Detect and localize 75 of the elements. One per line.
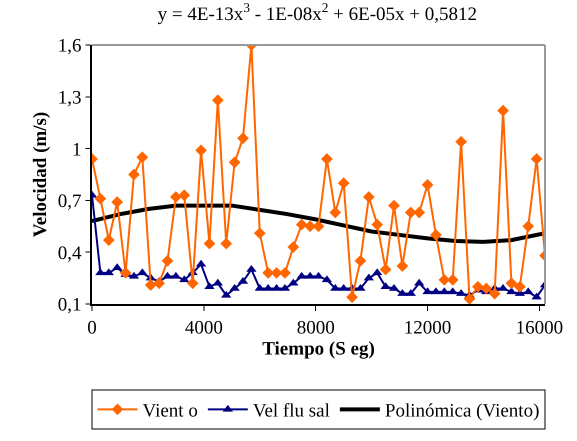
point xyxy=(464,292,476,304)
legend-label: Polinómica (Viento) xyxy=(384,400,540,422)
point xyxy=(413,206,426,218)
x-tick-label: 16000 xyxy=(516,318,564,339)
x-tick-label: 4000 xyxy=(184,318,223,339)
point xyxy=(422,179,434,191)
y-axis-title: Velocidad (m/s) xyxy=(30,112,52,238)
point xyxy=(380,264,392,276)
point xyxy=(346,291,358,303)
point xyxy=(321,153,333,165)
point xyxy=(354,254,366,267)
y-tick-label: 0,4 xyxy=(58,242,82,264)
point xyxy=(212,94,224,106)
point xyxy=(162,254,174,267)
point xyxy=(128,168,140,180)
point xyxy=(304,220,316,232)
legend-label: Vel flu sal xyxy=(252,400,330,422)
point xyxy=(287,241,300,253)
point xyxy=(338,177,350,189)
y-tick-label: 0,7 xyxy=(58,191,82,212)
chart-title: y = 4E-13x$^{3}$ - 1E-08x$^{2}$ + 6E-05x + 0,5812 xyxy=(158,0,478,25)
point xyxy=(312,220,324,232)
point xyxy=(296,272,307,279)
point xyxy=(455,136,467,148)
x-axis-title: Tiempo (S eg) xyxy=(262,338,375,360)
point xyxy=(270,267,282,279)
point xyxy=(497,104,509,116)
point xyxy=(438,274,450,286)
point xyxy=(530,153,542,165)
point xyxy=(371,218,384,230)
point xyxy=(362,191,375,203)
point xyxy=(430,229,442,241)
point xyxy=(195,144,207,156)
point xyxy=(388,200,400,212)
legend-label: Vient o xyxy=(142,400,198,422)
point xyxy=(220,238,232,250)
x-tick-label: 0 xyxy=(87,318,97,339)
point xyxy=(448,287,458,294)
point xyxy=(523,287,534,294)
point xyxy=(104,268,114,276)
point xyxy=(221,290,232,298)
x-tick-label: 8000 xyxy=(296,318,335,339)
point xyxy=(179,275,190,282)
y-tick-label: 0,1 xyxy=(58,294,82,316)
point xyxy=(488,288,501,300)
point xyxy=(94,192,106,205)
x-tick-label: 12000 xyxy=(404,318,452,339)
point xyxy=(186,277,199,290)
point xyxy=(372,268,382,276)
point xyxy=(136,151,148,164)
point xyxy=(329,206,342,218)
point xyxy=(330,284,340,291)
point xyxy=(153,277,165,290)
point xyxy=(170,191,182,203)
point xyxy=(204,238,216,250)
point xyxy=(120,267,132,279)
point xyxy=(228,156,240,168)
point xyxy=(506,277,518,290)
point xyxy=(279,267,291,279)
point xyxy=(514,280,526,293)
point xyxy=(472,280,484,293)
y-tick-label: 1 xyxy=(72,139,82,160)
point xyxy=(111,196,124,208)
y-tick-label: 1,6 xyxy=(58,36,82,57)
y-tick-label: 1,3 xyxy=(58,87,82,108)
point xyxy=(396,260,408,272)
point xyxy=(254,227,266,240)
point xyxy=(522,220,534,232)
point xyxy=(254,284,265,291)
point xyxy=(296,218,308,230)
point xyxy=(178,189,190,202)
point xyxy=(480,282,492,294)
point xyxy=(102,234,115,246)
point xyxy=(144,279,157,291)
point xyxy=(237,132,249,144)
